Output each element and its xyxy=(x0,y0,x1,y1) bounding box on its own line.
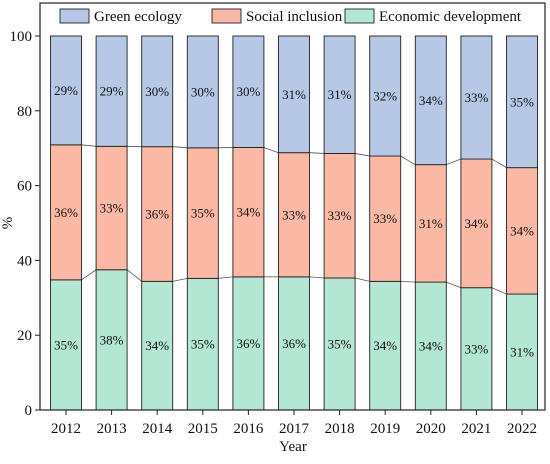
connector-line xyxy=(310,277,325,278)
data-label-green-ecology-2019: 32% xyxy=(373,89,397,104)
data-label-economic-development-2012: 35% xyxy=(54,337,78,352)
data-label-social-inclusion-2022: 34% xyxy=(510,223,534,238)
x-tick-label-2022: 2022 xyxy=(507,421,537,437)
legend-swatch-green-ecology xyxy=(60,9,89,23)
data-label-economic-development-2020: 34% xyxy=(419,339,443,354)
connector-line xyxy=(446,282,461,288)
data-label-economic-development-2022: 31% xyxy=(510,345,534,360)
data-label-social-inclusion-2017: 33% xyxy=(282,207,306,222)
data-label-green-ecology-2018: 31% xyxy=(328,87,352,102)
connector-line xyxy=(82,145,97,147)
connector-line xyxy=(401,281,416,282)
data-label-social-inclusion-2014: 36% xyxy=(145,207,169,222)
x-tick-label-2020: 2020 xyxy=(416,421,446,437)
x-tick-label-2017: 2017 xyxy=(279,421,310,437)
data-label-social-inclusion-2019: 33% xyxy=(373,211,397,226)
data-label-green-ecology-2017: 31% xyxy=(282,87,306,102)
data-label-social-inclusion-2015: 35% xyxy=(191,206,215,221)
connector-line xyxy=(355,153,370,156)
data-label-economic-development-2017: 36% xyxy=(282,336,306,351)
data-label-economic-development-2013: 38% xyxy=(100,332,124,347)
x-tick-label-2012: 2012 xyxy=(51,421,81,437)
legend-swatch-economic-development xyxy=(345,9,374,23)
connector-line xyxy=(355,278,370,281)
legend-label-economic-development: Economic development xyxy=(379,9,522,25)
data-label-green-ecology-2021: 33% xyxy=(464,90,488,105)
data-label-social-inclusion-2018: 33% xyxy=(328,208,352,223)
x-axis-title: Year xyxy=(279,439,307,455)
connector-line xyxy=(446,159,461,165)
y-tick-label-40: 40 xyxy=(17,253,32,269)
data-label-social-inclusion-2013: 33% xyxy=(100,201,124,216)
data-label-economic-development-2021: 33% xyxy=(464,341,488,356)
data-label-green-ecology-2016: 30% xyxy=(236,84,260,99)
legend-swatch-social-inclusion xyxy=(212,9,241,23)
data-label-economic-development-2014: 34% xyxy=(145,338,169,353)
data-label-economic-development-2015: 35% xyxy=(191,337,215,352)
legend-label-social-inclusion: Social inclusion xyxy=(246,9,343,25)
data-label-economic-development-2018: 35% xyxy=(328,336,352,351)
x-tick-label-2018: 2018 xyxy=(325,421,355,437)
x-tick-label-2016: 2016 xyxy=(233,421,264,437)
data-label-social-inclusion-2012: 36% xyxy=(54,205,78,220)
connector-line xyxy=(310,153,325,154)
legend: Green ecology Social inclusion Economic de… xyxy=(60,9,522,25)
connector-line xyxy=(218,277,233,278)
connector-line xyxy=(492,288,507,294)
connector-line xyxy=(127,270,142,282)
data-label-green-ecology-2022: 35% xyxy=(510,94,534,109)
connector-line xyxy=(401,156,416,165)
data-label-green-ecology-2014: 30% xyxy=(145,84,169,99)
connector-line xyxy=(264,147,279,152)
connector-line xyxy=(173,278,188,281)
y-tick-label-100: 100 xyxy=(10,29,33,45)
y-tick-label-80: 80 xyxy=(17,104,32,120)
connector-line xyxy=(82,270,97,280)
data-label-green-ecology-2015: 30% xyxy=(191,84,215,99)
y-tick-label-60: 60 xyxy=(17,179,32,195)
y-tick-label-0: 0 xyxy=(25,403,33,419)
data-label-social-inclusion-2020: 31% xyxy=(419,216,443,231)
data-label-social-inclusion-2016: 34% xyxy=(236,205,260,220)
data-label-green-ecology-2012: 29% xyxy=(54,83,78,98)
connector-line xyxy=(492,159,507,168)
data-label-economic-development-2019: 34% xyxy=(373,338,397,353)
x-tick-label-2015: 2015 xyxy=(188,421,218,437)
legend-label-green-ecology: Green ecology xyxy=(94,9,182,25)
y-tick-label-20: 20 xyxy=(17,328,32,344)
x-tick-label-2021: 2021 xyxy=(461,421,491,437)
x-tick-label-2019: 2019 xyxy=(370,421,400,437)
y-axis-title: % xyxy=(0,217,16,230)
data-label-green-ecology-2020: 34% xyxy=(419,93,443,108)
data-label-green-ecology-2013: 29% xyxy=(100,84,124,99)
x-tick-label-2013: 2013 xyxy=(97,421,127,437)
connector-line xyxy=(173,147,188,148)
data-label-economic-development-2016: 36% xyxy=(236,336,260,351)
data-label-social-inclusion-2021: 34% xyxy=(464,216,488,231)
x-tick-label-2014: 2014 xyxy=(142,421,173,437)
